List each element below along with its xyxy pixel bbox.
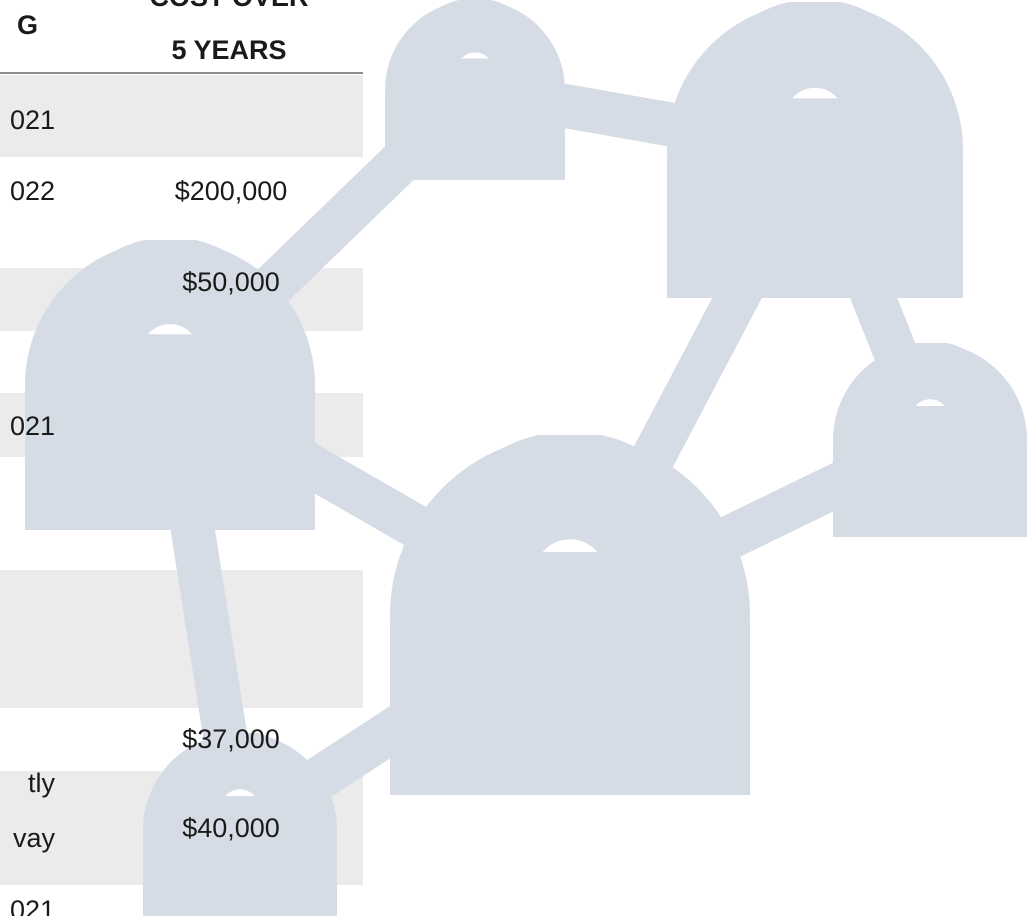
cost-cell: $40,000 <box>182 813 280 843</box>
cell-text: 021 <box>10 105 55 135</box>
network-graphic <box>25 0 1027 916</box>
cost-cell: $50,000 <box>182 267 280 297</box>
cost-cell: $37,000 <box>182 724 280 754</box>
row-stripe <box>0 75 363 157</box>
header-cell: 5 YEARS <box>171 35 286 65</box>
cell-text: 021 <box>10 411 55 441</box>
cell-text: tly <box>28 768 56 798</box>
cell-text: 021 <box>10 895 55 916</box>
header-cell: G <box>17 10 38 40</box>
cell-text: 022 <box>10 176 55 206</box>
table-text: G COST OVER 5 YEARS 021 022 $200,000 $50,00… <box>10 0 309 916</box>
person-icons <box>90 43 983 883</box>
header-cell: COST OVER <box>149 0 308 12</box>
cell-text: vay <box>13 823 56 853</box>
cost-cell: $200,000 <box>175 176 288 206</box>
